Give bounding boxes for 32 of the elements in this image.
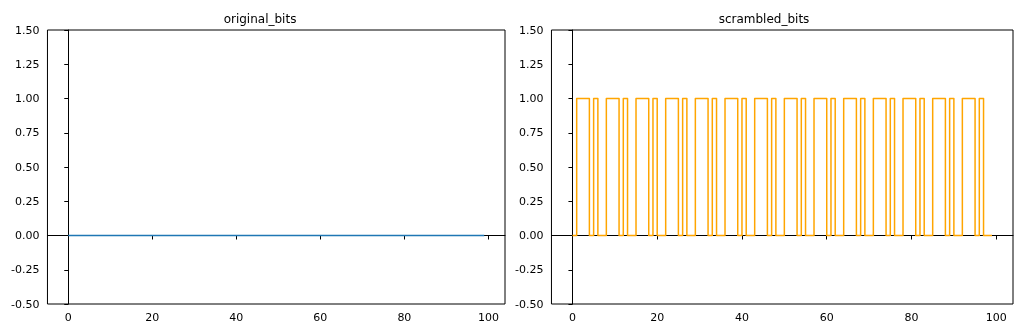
x-tick-label: 100: [985, 311, 1007, 324]
y-tick-label: 0.00: [14, 229, 40, 242]
x-tick-label: 80: [904, 311, 919, 324]
y-tick-label: 0.25: [518, 194, 544, 208]
chart-title: scrambled_bits: [718, 12, 810, 26]
y-tick-label: 1.50: [518, 23, 544, 37]
x-tick-label: 60: [313, 311, 328, 324]
y-tick-label: 0.50: [518, 160, 544, 174]
y-tick-label: 0.00: [518, 229, 544, 242]
x-tick-label: 100: [477, 311, 499, 324]
x-tick-label: 20: [145, 311, 160, 324]
y-tick-label: 1.50: [14, 23, 40, 37]
x-tick-label: 60: [819, 311, 834, 324]
y-tick-label: -0.25: [514, 263, 544, 277]
x-tick-label: 0: [568, 311, 576, 324]
y-tick-label: 1.25: [14, 57, 40, 71]
y-tick-label: 1.00: [14, 92, 40, 105]
y-tick-label: 0.75: [14, 126, 40, 140]
x-tick-label: 40: [734, 311, 749, 324]
chart-title: original_bits: [223, 12, 297, 26]
y-tick-label: 1.00: [518, 92, 544, 105]
y-tick-label: -0.50: [514, 297, 544, 311]
x-tick-label: 20: [650, 311, 665, 324]
y-tick-label: 0.75: [518, 126, 544, 140]
y-tick-label: 0.25: [14, 194, 40, 208]
x-tick-label: 0: [64, 311, 72, 324]
y-tick-label: 0.50: [14, 160, 40, 174]
x-tick-label: 40: [229, 311, 244, 324]
y-tick-label: -0.50: [10, 297, 40, 311]
x-tick-label: 80: [397, 311, 412, 324]
y-tick-label: -0.25: [10, 263, 40, 277]
y-tick-label: 1.25: [518, 57, 544, 71]
